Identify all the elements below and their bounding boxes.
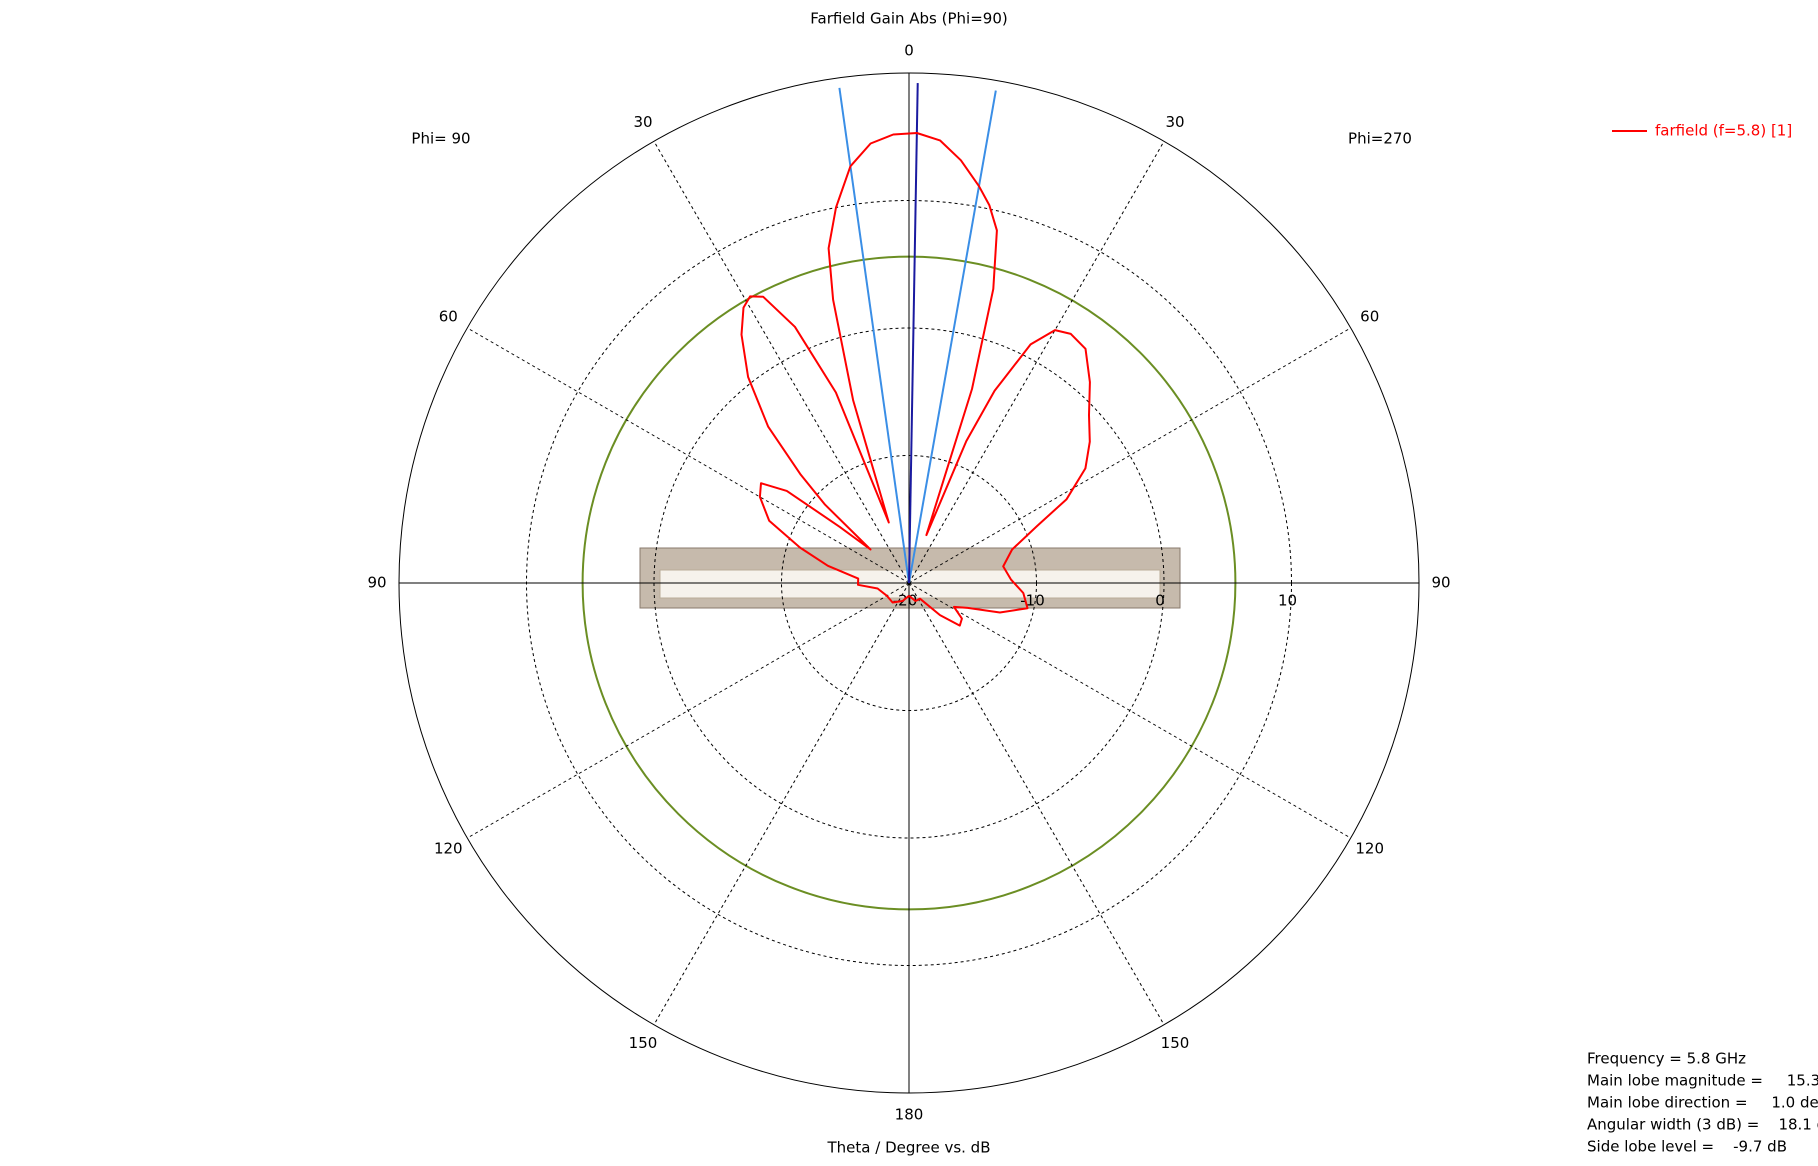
info-line: Side lobe level = -9.7 dB (1587, 1138, 1787, 1156)
angle-tick-label: 90 (1431, 574, 1450, 592)
legend-label: farfield (f=5.8) [1] (1655, 122, 1792, 140)
angle-grid-line (653, 582, 910, 1025)
info-line: Main lobe magnitude = 15.3 dB (1587, 1072, 1818, 1090)
angle-tick-label: 120 (434, 840, 463, 858)
info-line: Frequency = 5.8 GHz (1587, 1050, 1746, 1068)
angle-tick-label: 60 (439, 308, 458, 326)
angle-grid-line (908, 141, 1165, 584)
angle-tick-label: 0 (904, 42, 914, 60)
angle-grid-line (908, 582, 1165, 1025)
beam-edge-line (838, 87, 910, 584)
info-line: Main lobe direction = 1.0 deg. (1587, 1094, 1818, 1112)
angle-tick-label: 30 (633, 113, 652, 131)
main-lobe-line (908, 83, 919, 584)
angle-grid-line (908, 327, 1351, 584)
r-tick-label: 0 (1155, 592, 1165, 610)
angle-tick-label: 30 (1165, 113, 1184, 131)
beam-edge-line (908, 90, 997, 584)
angle-tick-label: 180 (895, 1106, 924, 1124)
info-line: Angular width (3 dB) = 18.1 deg. (1587, 1116, 1818, 1134)
angle-tick-label: 150 (1161, 1034, 1190, 1052)
angle-grid-line (908, 582, 1351, 839)
right-label: Phi=270 (1348, 130, 1412, 148)
r-tick-label: -20 (893, 592, 918, 610)
left-label: Phi= 90 (411, 130, 470, 148)
angle-tick-label: 60 (1360, 308, 1379, 326)
pattern-line (740, 132, 1091, 627)
chart-title: Farfield Gain Abs (Phi=90) (810, 10, 1007, 28)
r-tick-label: 10 (1278, 592, 1297, 610)
angle-grid-line (467, 327, 910, 584)
angle-tick-label: 120 (1355, 840, 1384, 858)
axis-label: Theta / Degree vs. dB (827, 1139, 991, 1157)
angle-tick-label: 150 (629, 1034, 658, 1052)
angle-grid-line (467, 582, 910, 839)
angle-grid-line (653, 141, 910, 584)
angle-tick-label: 90 (367, 574, 386, 592)
